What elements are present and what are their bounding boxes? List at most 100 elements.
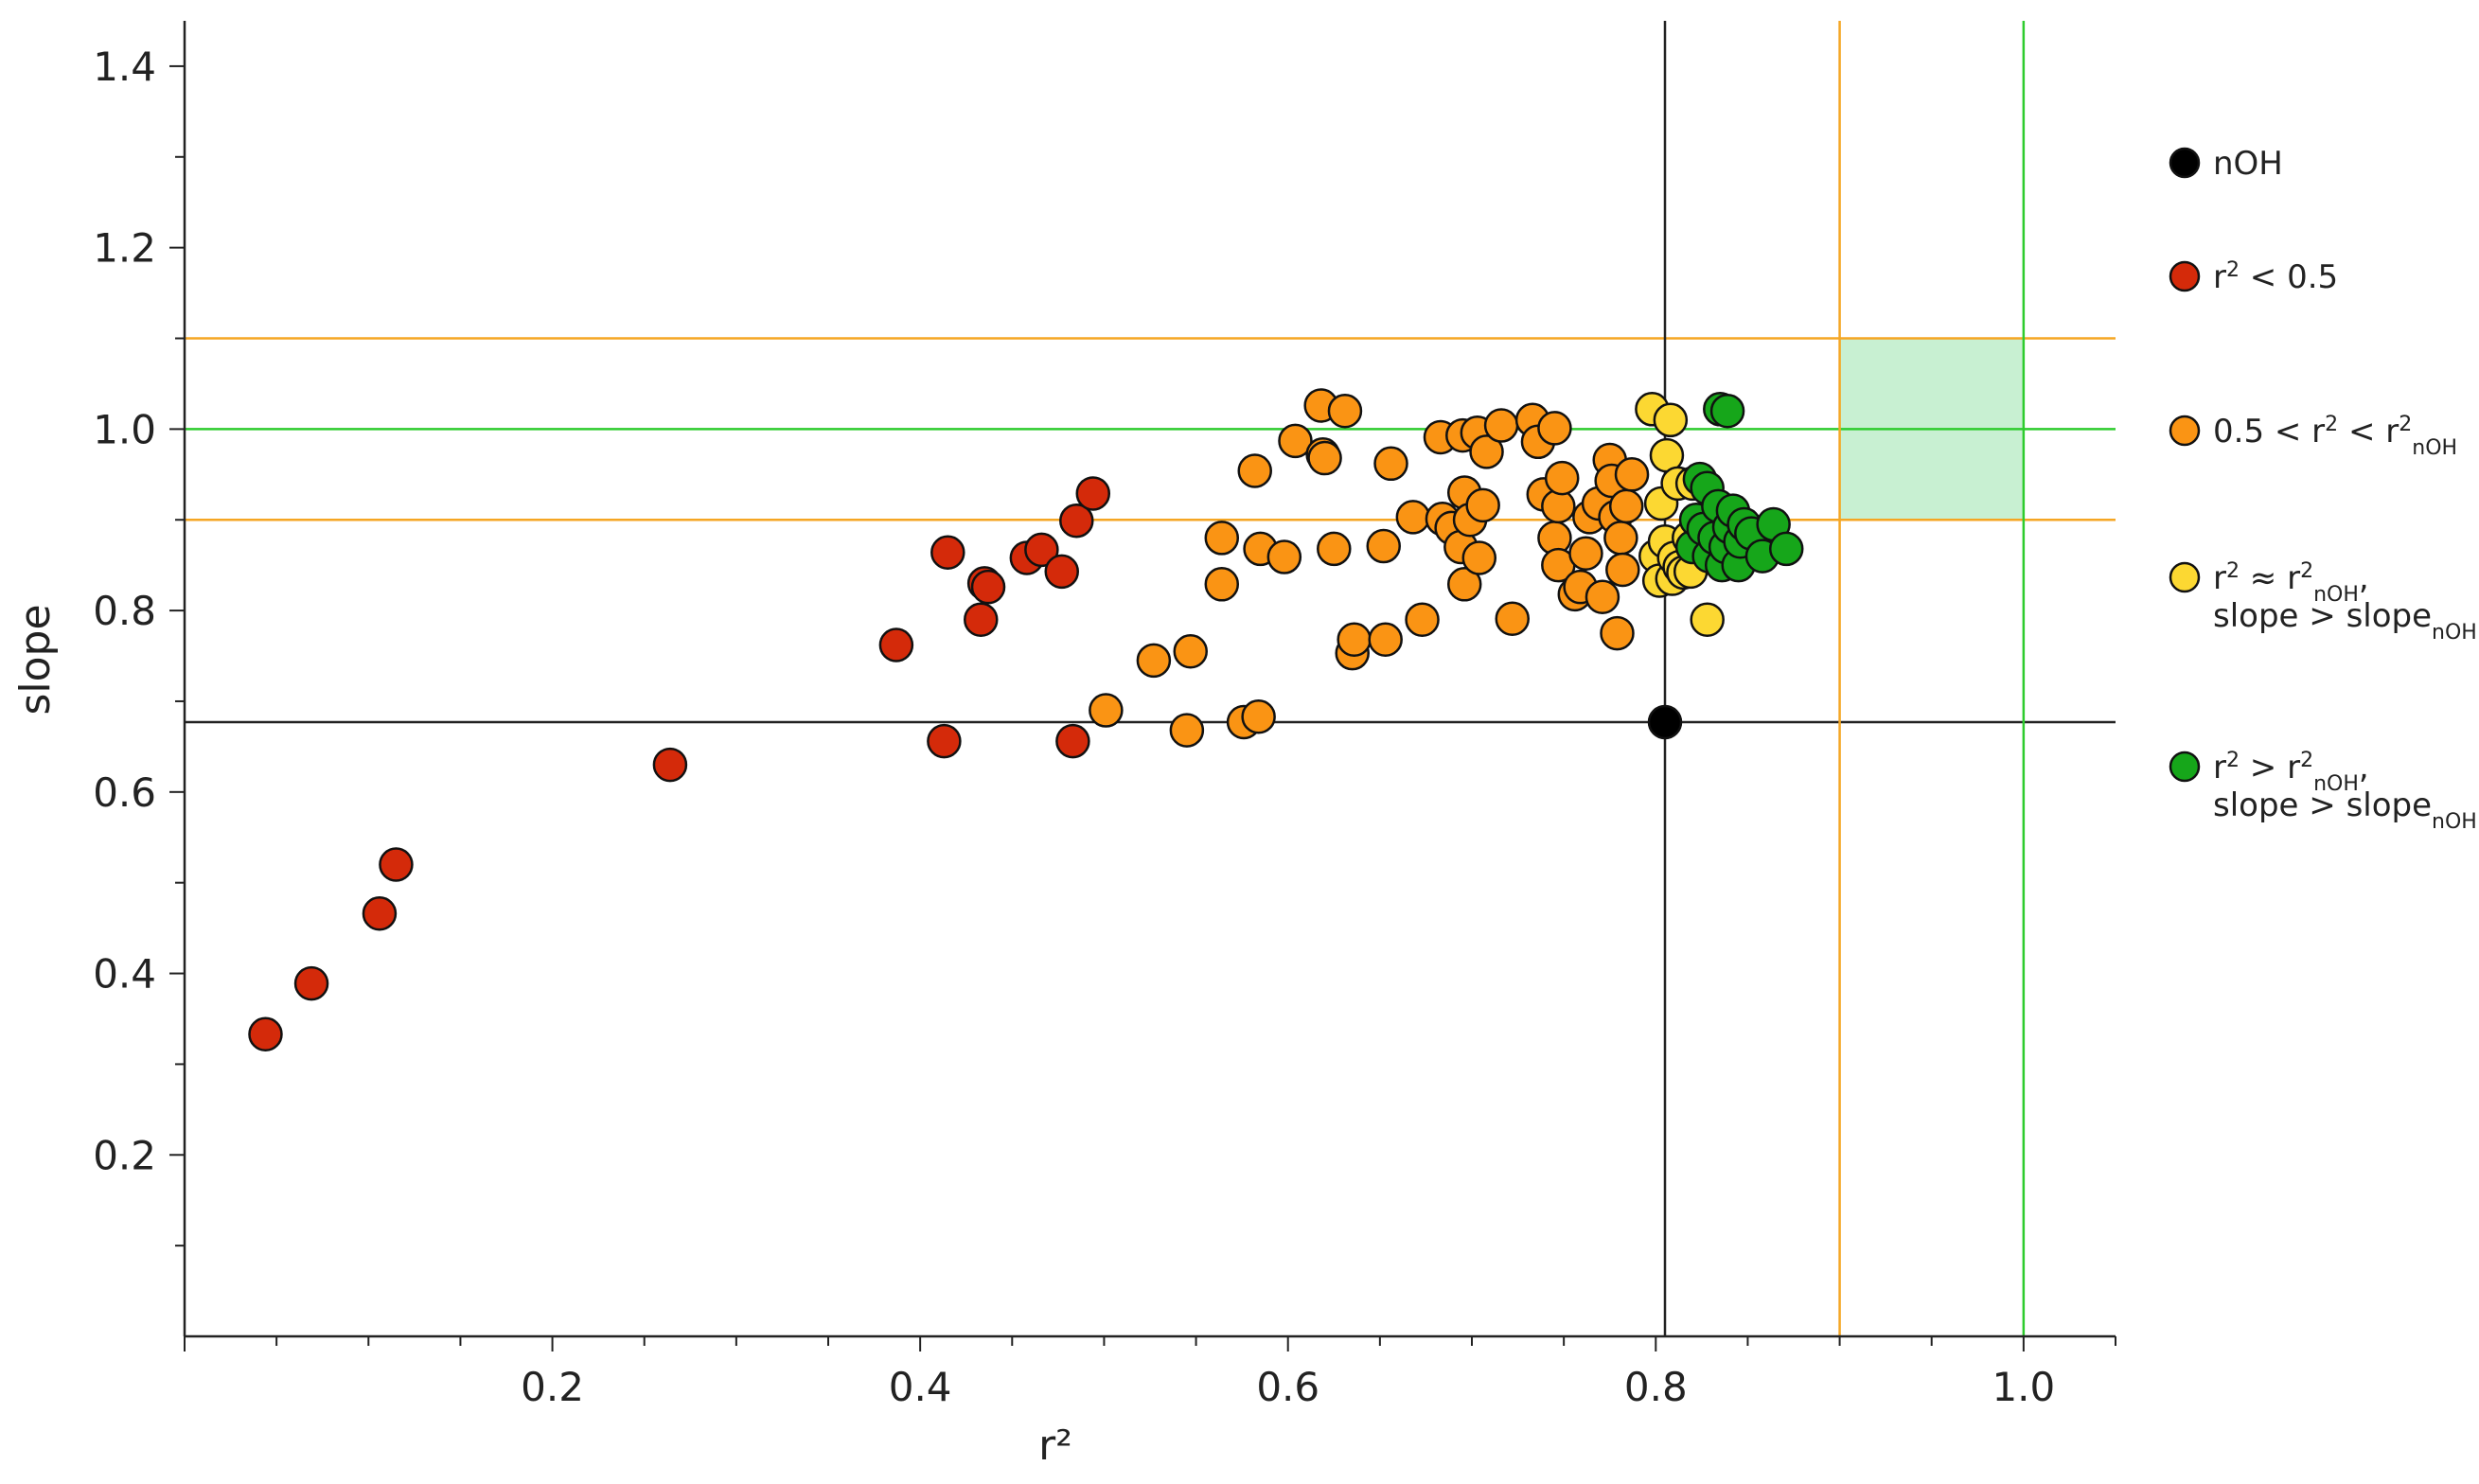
axes: 0.2 0.4 0.6 0.8 1.0 0.2 0.4 0.6 0.8 1.0 1.2 1.4 r² sl… — [11, 21, 2116, 1470]
data-point — [1605, 552, 1640, 588]
data-point — [1173, 633, 1208, 669]
legend-marker — [2169, 561, 2201, 593]
legend-text-part: < r — [2338, 413, 2399, 450]
legend-text-part: 2 — [2226, 258, 2240, 282]
data-point — [1537, 411, 1572, 446]
data-point — [1469, 434, 1504, 469]
data-point — [1373, 446, 1408, 482]
data-point — [1327, 393, 1363, 429]
y-tick-label: 0.8 — [93, 588, 156, 634]
legend-text-part: < 0.5 — [2240, 258, 2338, 296]
legend-text-part: nOH — [2432, 621, 2477, 645]
data-point — [1317, 531, 1352, 567]
legend-label-line2: slope > slopenOH — [2213, 786, 2477, 834]
legend-text-part: slope > slope — [2213, 786, 2432, 824]
x-tick-label: 0.8 — [1624, 1364, 1688, 1410]
data-point — [964, 602, 999, 637]
data-point — [1055, 723, 1090, 759]
legend-text-part: , — [2359, 749, 2369, 786]
x-tick-label: 1.0 — [1992, 1364, 2055, 1410]
data-point — [1483, 408, 1519, 443]
data-point — [1169, 713, 1205, 748]
data-point — [1495, 601, 1530, 636]
y-tick-label: 0.2 — [93, 1132, 156, 1178]
data-point — [1237, 453, 1272, 488]
data-points — [248, 388, 1804, 1052]
y-axis-title: slope — [11, 604, 60, 715]
legend-text-part: > r — [2240, 749, 2300, 786]
legend-text-part: r — [2213, 559, 2226, 597]
legend-label: 0.5 < r2 < r2nOH — [2213, 413, 2457, 460]
legend-text-part: 2 — [2399, 413, 2412, 436]
legend-text-part: nOH — [2412, 436, 2457, 460]
legend-text-part: , — [2359, 559, 2369, 597]
data-point — [1544, 460, 1580, 496]
data-point — [652, 747, 688, 783]
legend-label: r2 > r2nOH, — [2213, 749, 2369, 796]
legend-marker — [2169, 260, 2201, 292]
data-point — [362, 896, 398, 931]
data-point — [1405, 602, 1440, 637]
data-point — [293, 965, 329, 1001]
legend-text-part: nOH — [2313, 583, 2359, 607]
x-axis-title: r² — [1038, 1422, 1072, 1470]
x-tick-label: 0.2 — [521, 1364, 584, 1410]
data-point — [379, 847, 414, 882]
data-point — [1241, 699, 1276, 734]
y-tick-label: 1.2 — [93, 225, 156, 272]
legend-text-part: 2 — [2300, 749, 2313, 772]
legend-text-part: 2 — [2226, 559, 2240, 583]
reference-lines — [185, 21, 2116, 1336]
data-point — [1709, 393, 1745, 429]
data-point — [1653, 402, 1689, 438]
data-point — [878, 627, 914, 662]
legend-label: nOH — [2213, 145, 2283, 183]
legend-label: r2 < 0.5 — [2213, 258, 2338, 297]
data-point — [927, 723, 962, 759]
legend-text-part: r — [2213, 749, 2226, 786]
y-tick-label: 0.6 — [93, 769, 156, 816]
data-point — [1647, 704, 1683, 740]
legend-text-part: 2 — [2325, 413, 2338, 436]
legend-text-part: ≈ r — [2240, 559, 2300, 597]
data-point — [1768, 531, 1804, 567]
data-point — [1075, 476, 1111, 511]
data-point — [1603, 521, 1638, 556]
legend-label: r2 ≈ r2nOH, — [2213, 559, 2369, 607]
data-point — [1136, 643, 1172, 679]
data-point — [1368, 622, 1403, 658]
data-point — [1089, 693, 1124, 728]
data-point — [1461, 540, 1497, 575]
data-point — [1585, 579, 1620, 614]
data-point — [1337, 622, 1372, 658]
data-point — [1044, 554, 1079, 590]
legend-text-part: 2 — [2226, 749, 2240, 772]
legend-text-part: nOH — [2313, 772, 2359, 796]
data-point — [1366, 528, 1401, 564]
data-point — [1690, 602, 1725, 637]
y-tick-label: 1.0 — [93, 406, 156, 452]
x-tick-label: 0.6 — [1256, 1364, 1319, 1410]
data-point — [1446, 567, 1482, 602]
data-point — [1600, 615, 1635, 651]
data-point — [1204, 521, 1240, 556]
data-point — [1568, 536, 1603, 571]
data-point — [1278, 423, 1313, 459]
legend-label-line2: slope > slopenOH — [2213, 597, 2477, 645]
data-point — [970, 569, 1006, 605]
y-tick-label: 0.4 — [93, 951, 156, 998]
data-point — [1307, 440, 1342, 476]
data-point — [1614, 457, 1650, 492]
data-point — [930, 535, 965, 571]
data-point — [248, 1016, 283, 1052]
data-point — [1024, 532, 1059, 568]
data-point — [1059, 503, 1094, 539]
legend-text-part: 2 — [2300, 559, 2313, 583]
y-tick-label: 1.4 — [93, 44, 156, 90]
data-point — [1204, 567, 1240, 602]
legend-text-part: 0.5 < r — [2213, 413, 2325, 450]
data-point — [1608, 488, 1644, 524]
data-point — [1266, 539, 1302, 574]
